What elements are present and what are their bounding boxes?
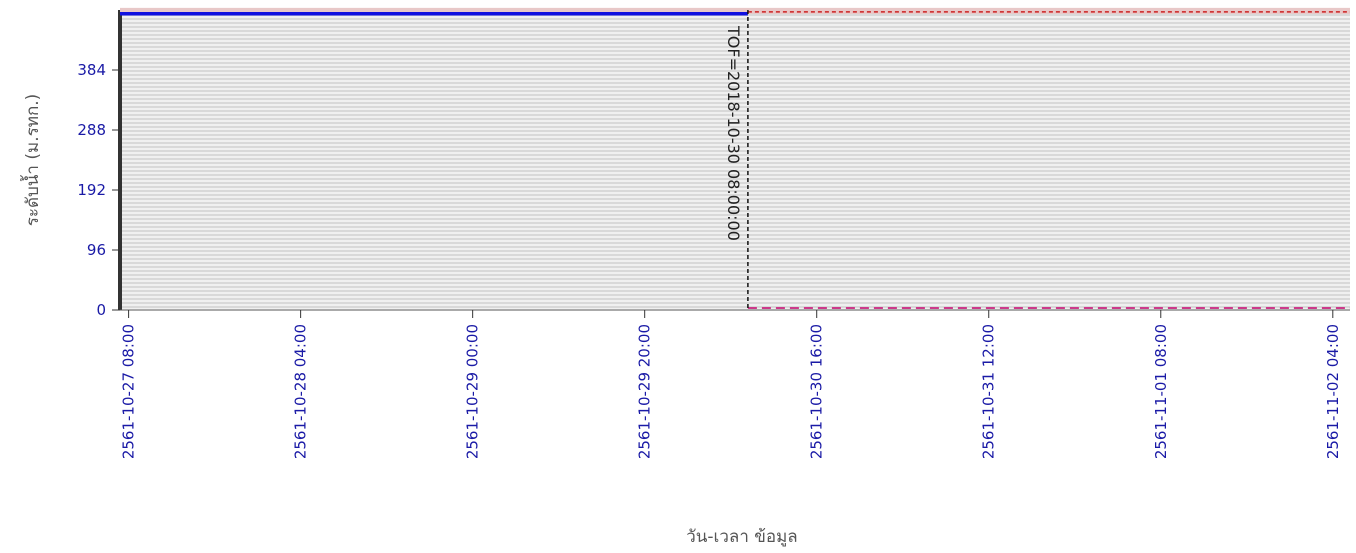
x-tick-label: 2561-11-01 08:00 [1152,324,1170,459]
tof-marker-label: TOF=2018-10-30 08:00:00 [724,25,743,241]
x-tick-label: 2561-10-29 20:00 [636,324,654,459]
y-tick-label: 192 [77,181,106,199]
x-tick-label: 2561-10-29 00:00 [464,324,482,459]
y-axis-label: ระดับน้ำ (ม.รทก.) [20,94,43,227]
x-tick-label: 2561-10-27 08:00 [120,324,138,459]
reference-lines [120,7,1350,309]
x-tick-label: 2561-10-28 04:00 [292,324,310,459]
x-axis-label: วัน-เวลา ข้อมูล [686,527,797,547]
tof-marker: TOF=2018-10-30 08:00:00 [724,10,749,310]
x-tick-label: 2561-10-30 16:00 [808,324,826,459]
top-reference-band [120,7,1350,14]
y-tick-label: 96 [87,241,106,259]
grid-lines [120,12,1350,310]
y-tick-label: 0 [96,301,106,319]
y-axis-ticks: 0 96 192 288 384 [77,61,120,319]
y-tick-label: 384 [77,61,106,79]
x-axis-ticks: 2561-10-27 08:00 2561-10-28 04:00 2561-10-… [120,310,1342,459]
y-tick-label: 288 [77,121,106,139]
x-tick-label: 2561-11-02 04:00 [1324,324,1342,459]
x-tick-label: 2561-10-31 12:00 [980,324,998,459]
plot-background [120,10,1350,310]
